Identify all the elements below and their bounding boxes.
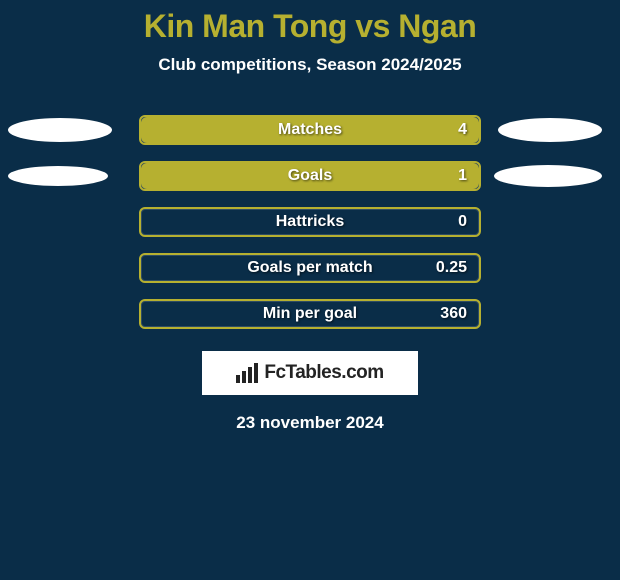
stat-row: Hattricks 0 [0,207,620,237]
stat-label: Hattricks [276,213,344,231]
stat-label: Matches [278,121,342,139]
stat-row: Min per goal 360 [0,299,620,329]
stat-bar: Matches 4 [139,115,481,145]
subtitle: Club competitions, Season 2024/2025 [0,55,620,75]
stat-label: Goals [288,167,332,185]
stat-label: Min per goal [263,305,357,323]
stat-value: 0.25 [436,259,467,277]
stat-label: Goals per match [247,259,372,277]
stat-bar: Min per goal 360 [139,299,481,329]
stat-bar: Goals 1 [139,161,481,191]
stat-value: 4 [458,121,467,139]
stat-row: Goals 1 [0,161,620,191]
stat-bar: Goals per match 0.25 [139,253,481,283]
stat-bar: Hattricks 0 [139,207,481,237]
left-ellipse [8,166,108,186]
stats-rows: Matches 4 Goals 1 Hattricks 0 Goals per match 0… [0,115,620,329]
stat-value: 0 [458,213,467,231]
date-text: 23 november 2024 [0,413,620,433]
page-title: Kin Man Tong vs Ngan [0,0,620,45]
stat-value: 1 [458,167,467,185]
logo-box: FcTables.com [202,351,418,395]
logo-text: FcTables.com [264,362,383,384]
stat-value: 360 [440,305,467,323]
chart-bars-icon [236,363,258,383]
left-ellipse [8,118,112,142]
stat-row: Goals per match 0.25 [0,253,620,283]
right-ellipse [498,118,602,142]
infographic-container: Kin Man Tong vs Ngan Club competitions, … [0,0,620,580]
stat-row: Matches 4 [0,115,620,145]
right-ellipse [494,165,602,187]
